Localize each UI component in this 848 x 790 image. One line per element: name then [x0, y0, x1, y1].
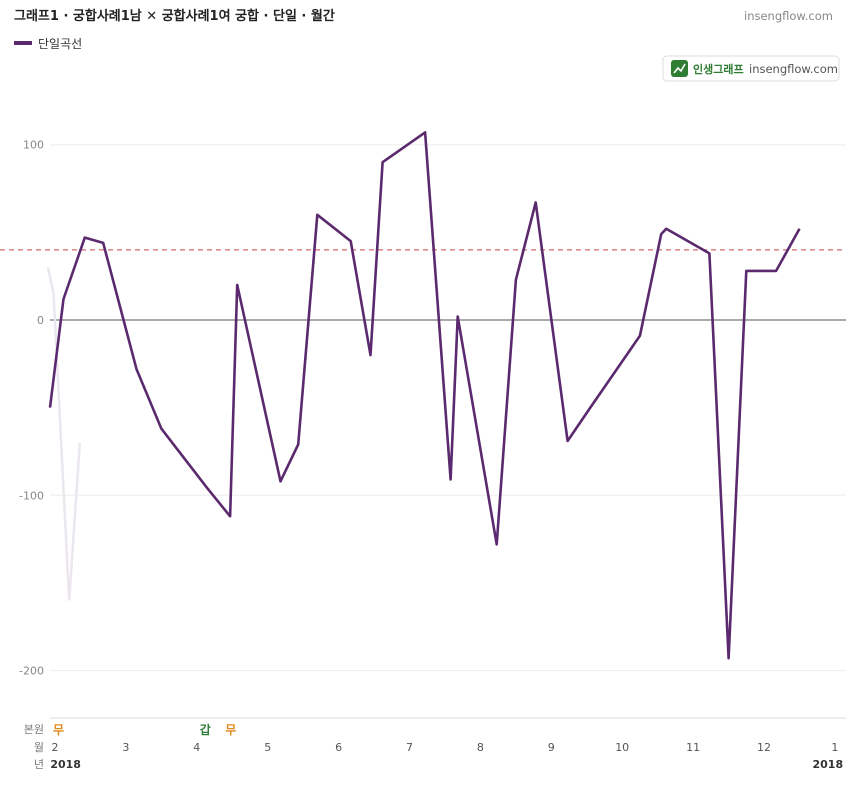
x-tick-label: 9: [548, 741, 555, 754]
x-tick-label: 6: [335, 741, 342, 754]
row-label-month: 월: [34, 741, 44, 754]
row-label-tags: 본원: [24, 723, 44, 736]
ghost-series-line: [46, 267, 82, 601]
row-label-year: 년: [34, 758, 44, 771]
brand-name: 인생그래프: [693, 62, 744, 76]
tag-label: 갑: [200, 723, 211, 737]
year-label: 2018: [812, 758, 843, 771]
y-tick-label: -100: [19, 489, 44, 502]
x-tick-label: 5: [264, 741, 271, 754]
legend-label: 단일곡선: [38, 37, 82, 51]
x-tick-label: 2: [52, 741, 59, 754]
tag-label: 무: [53, 723, 64, 737]
site-link[interactable]: insengflow.com: [744, 9, 833, 23]
y-tick-label: 100: [23, 139, 44, 152]
legend-swatch: [14, 41, 32, 45]
plot-area: [0, 131, 846, 719]
year-label: 2018: [50, 758, 81, 771]
x-tick-label: 4: [193, 741, 200, 754]
brand-site: insengflow.com: [749, 62, 838, 76]
series-line: [48, 131, 801, 660]
x-tick-label: 1: [831, 741, 838, 754]
chart-title: 그래프1 · 궁합사례1남 ✕ 궁합사례1여 궁합 · 단일 · 월간: [14, 8, 335, 24]
x-tick-label: 7: [406, 741, 413, 754]
brand-logo-glyph-icon: [673, 63, 686, 74]
x-tick-label: 8: [477, 741, 484, 754]
y-tick-label: 0: [37, 314, 44, 327]
tag-label: 무: [225, 723, 236, 737]
x-tick-label: 12: [757, 741, 771, 754]
y-tick-label: -200: [19, 665, 44, 678]
x-tick-label: 11: [686, 741, 700, 754]
brand-badge[interactable]: 인생그래프 insengflow.com: [662, 55, 840, 82]
x-tick-label: 3: [122, 741, 129, 754]
x-tick-label: 10: [615, 741, 629, 754]
